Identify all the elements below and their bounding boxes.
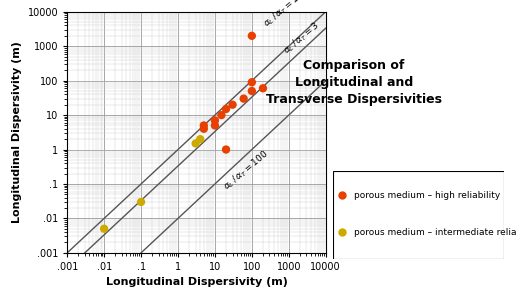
Text: porous medium – intermediate reliability: porous medium – intermediate reliability	[354, 228, 517, 237]
Point	[239, 96, 248, 101]
Point	[196, 137, 204, 141]
Y-axis label: Longitudinal Dispersivity (m): Longitudinal Dispersivity (m)	[12, 41, 22, 223]
Point	[248, 34, 256, 38]
Point	[222, 147, 230, 152]
Point	[137, 200, 145, 204]
X-axis label: Longitudinal Dispersivity (m): Longitudinal Dispersivity (m)	[105, 278, 287, 288]
Point	[100, 226, 108, 231]
Text: Comparison of
Longitudinal and
Transverse Dispersivities: Comparison of Longitudinal and Transvers…	[266, 59, 442, 106]
Point	[211, 118, 219, 123]
Point	[222, 107, 230, 111]
Point	[259, 86, 267, 91]
Text: $\alpha_L\,/\,\alpha_T = 3$: $\alpha_L\,/\,\alpha_T = 3$	[281, 19, 322, 56]
Point	[248, 89, 256, 93]
Point	[200, 123, 208, 128]
Point	[191, 141, 200, 146]
Point	[217, 113, 225, 117]
Point	[200, 126, 208, 131]
Text: porous medium – high reliability: porous medium – high reliability	[354, 191, 500, 200]
Point	[211, 123, 219, 128]
Point	[248, 80, 256, 85]
Text: $\alpha_L\,/\,\alpha_T = 1$: $\alpha_L\,/\,\alpha_T = 1$	[261, 0, 303, 30]
Point	[229, 102, 237, 107]
Text: $\alpha_L\,/\,\alpha_T = 100$: $\alpha_L\,/\,\alpha_T = 100$	[221, 148, 272, 193]
